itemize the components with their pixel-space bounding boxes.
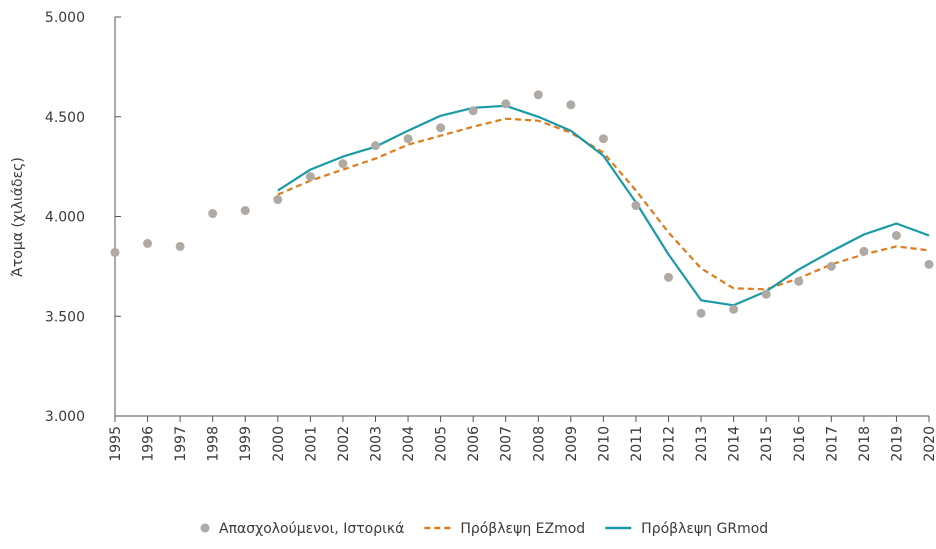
data-point <box>175 241 185 251</box>
data-point <box>891 230 901 240</box>
x-tick-label: 2013 <box>694 426 710 462</box>
data-point <box>501 99 511 109</box>
legend-marker-historical <box>200 523 210 533</box>
data-point <box>696 308 706 318</box>
data-point <box>305 172 315 182</box>
x-tick-label: 2005 <box>434 426 450 462</box>
axes <box>114 17 929 417</box>
data-point <box>143 238 153 248</box>
data-point <box>924 259 934 269</box>
x-tick-label: 2019 <box>889 426 905 462</box>
data-point <box>729 304 739 314</box>
data-point <box>761 289 771 299</box>
data-point <box>240 206 250 216</box>
y-tick-label: 5.000 <box>45 10 85 26</box>
x-tick-label: 2015 <box>759 426 775 462</box>
y-tick-label: 3.000 <box>45 409 85 425</box>
data-point <box>208 209 218 219</box>
x-tick-label: 2020 <box>922 426 936 462</box>
data-point <box>533 90 543 100</box>
x-tick-label: 2008 <box>531 426 547 462</box>
data-point <box>273 195 283 205</box>
x-tick-label: 2016 <box>792 426 808 462</box>
x-tick-label: 2012 <box>662 426 678 462</box>
x-tick-label: 2002 <box>336 426 352 462</box>
data-point <box>468 106 478 116</box>
legend-label: Απασχολούμενοι, Ιστορικά <box>219 521 404 537</box>
y-tick-label: 3.500 <box>45 309 85 325</box>
data-point <box>794 276 804 286</box>
x-tick-label: 1999 <box>238 426 254 462</box>
x-axis-ticks: 1995 1996 1997 1998 1999 2000 2001 2002 2003 2004… <box>108 416 936 462</box>
y-axis-title: Άτομα (χιλιάδες) <box>10 157 26 277</box>
series-line-ezmod <box>277 117 930 291</box>
x-tick-label: 2010 <box>596 426 612 462</box>
x-tick-label: 2004 <box>401 426 417 462</box>
x-tick-label: 2014 <box>727 426 743 462</box>
y-tick-label: 4.000 <box>45 210 85 226</box>
legend: Απασχολούμενοι, Ιστορικά Πρόβλεψη EZmod Πρ… <box>200 521 768 537</box>
x-tick-label: 1998 <box>206 426 222 462</box>
data-point <box>110 247 120 257</box>
x-tick-label: 1997 <box>173 426 189 462</box>
x-tick-label: 2000 <box>271 426 287 462</box>
y-tick-label: 4.500 <box>45 110 85 126</box>
data-point <box>436 123 446 133</box>
x-tick-label: 2018 <box>857 426 873 462</box>
x-tick-label: 2011 <box>629 426 645 462</box>
data-point <box>370 141 380 151</box>
data-point <box>826 261 836 271</box>
data-point <box>631 201 641 211</box>
data-point <box>566 100 576 110</box>
x-tick-label: 2006 <box>466 426 482 462</box>
x-tick-label: 1995 <box>108 426 124 462</box>
x-tick-label: 1996 <box>141 426 157 462</box>
y-axis-ticks: 3.000 3.500 4.000 4.500 5.000 <box>45 10 121 425</box>
legend-label: Πρόβλεψη GRmod <box>641 521 768 537</box>
data-point <box>338 159 348 169</box>
series-layer <box>110 90 934 318</box>
data-point <box>598 134 608 144</box>
legend-label: Πρόβλεψη EZmod <box>460 521 585 537</box>
data-point <box>664 272 674 282</box>
data-point <box>859 246 869 256</box>
x-tick-label: 2001 <box>303 426 319 462</box>
x-tick-label: 2009 <box>564 426 580 462</box>
data-point <box>403 134 413 144</box>
x-tick-label: 2003 <box>368 426 384 462</box>
x-tick-label: 2017 <box>824 426 840 462</box>
series-line-grmod <box>277 104 930 307</box>
x-tick-label: 2007 <box>499 426 515 462</box>
